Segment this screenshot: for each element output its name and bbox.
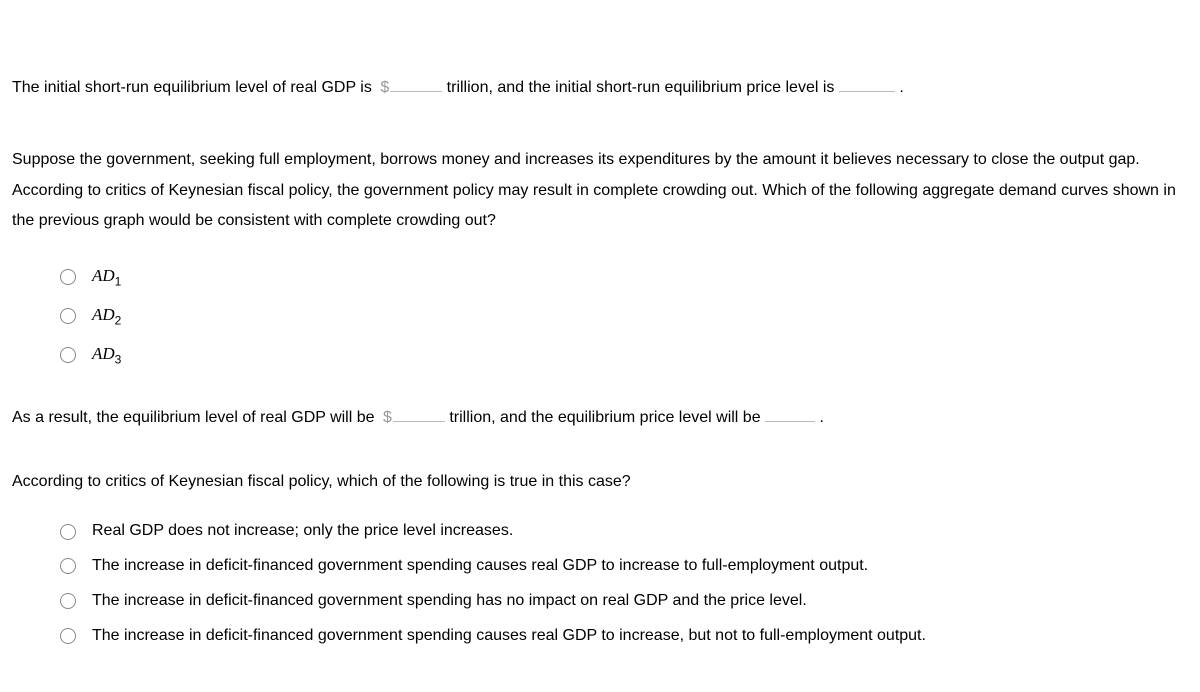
- dollar-sign: $: [380, 79, 389, 96]
- radio-icon: [60, 524, 76, 540]
- dollar-sign: $: [383, 409, 392, 426]
- question-page: The initial short-run equilibrium level …: [0, 0, 1200, 680]
- radio-icon: [60, 308, 76, 324]
- question-1: The initial short-run equilibrium level …: [12, 72, 1188, 103]
- q1-input-gdp[interactable]: [390, 72, 442, 92]
- option-label: The increase in deficit-financed governm…: [92, 556, 868, 577]
- q3-text-c: .: [820, 409, 824, 426]
- q1-input-price[interactable]: [839, 72, 895, 92]
- radio-icon: [60, 347, 76, 363]
- question-2-text: Suppose the government, seeking full emp…: [12, 145, 1188, 236]
- option-row[interactable]: The increase in deficit-financed governm…: [60, 556, 1188, 577]
- q3-input-gdp[interactable]: [393, 402, 445, 422]
- option-ad3[interactable]: AD3: [60, 343, 1188, 368]
- q1-text-b: trillion, and the initial short-run equi…: [447, 79, 835, 96]
- option-row[interactable]: Real GDP does not increase; only the pri…: [60, 521, 1188, 542]
- option-label: AD3: [92, 343, 121, 368]
- radio-icon: [60, 558, 76, 574]
- option-ad1[interactable]: AD1: [60, 265, 1188, 290]
- q1-text-c: .: [899, 79, 903, 96]
- q3-text-b: trillion, and the equilibrium price leve…: [449, 409, 760, 426]
- question-4-text: According to critics of Keynesian fiscal…: [12, 467, 1188, 497]
- question-3: As a result, the equilibrium level of re…: [12, 402, 1188, 433]
- option-row[interactable]: The increase in deficit-financed governm…: [60, 591, 1188, 612]
- option-label: The increase in deficit-financed governm…: [92, 626, 926, 647]
- q3-input-price[interactable]: [765, 402, 815, 422]
- radio-icon: [60, 269, 76, 285]
- option-label: AD2: [92, 304, 121, 329]
- option-row[interactable]: The increase in deficit-financed governm…: [60, 626, 1188, 647]
- radio-icon: [60, 593, 76, 609]
- radio-icon: [60, 628, 76, 644]
- q1-text-a: The initial short-run equilibrium level …: [12, 79, 372, 96]
- option-label: Real GDP does not increase; only the pri…: [92, 521, 513, 542]
- option-ad2[interactable]: AD2: [60, 304, 1188, 329]
- option-label: The increase in deficit-financed governm…: [92, 591, 807, 612]
- option-label: AD1: [92, 265, 121, 290]
- q3-text-a: As a result, the equilibrium level of re…: [12, 409, 375, 426]
- question-2-options: AD1 AD2 AD3: [60, 265, 1188, 368]
- question-4-options: Real GDP does not increase; only the pri…: [60, 521, 1188, 646]
